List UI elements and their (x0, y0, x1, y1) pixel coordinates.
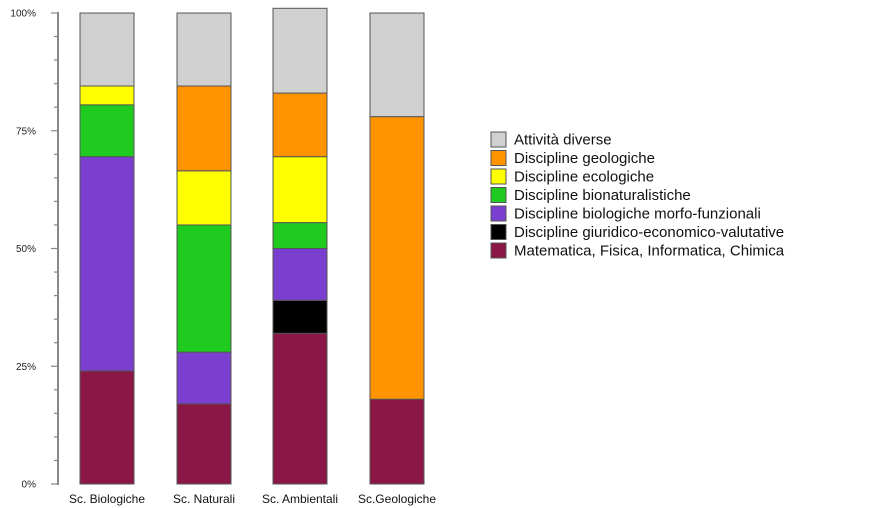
legend-label: Discipline geologiche (514, 150, 655, 167)
legend-label: Discipline bionaturalistiche (514, 187, 691, 204)
y-tick-label: 0% (22, 480, 37, 491)
legend-swatch (490, 242, 507, 259)
bar-stack (79, 12, 135, 485)
legend-item: Discipline geologiche (490, 150, 655, 167)
bar-segment (176, 351, 232, 405)
bar-segment (369, 398, 425, 485)
bar-stack (272, 7, 328, 485)
bar-segment (272, 332, 328, 485)
legend-item: Discipline giuridico-economico-valutativ… (490, 224, 784, 241)
y-tick-label: 50% (16, 244, 36, 255)
bar-segment (272, 156, 328, 224)
legend-label: Matematica, Fisica, Informatica, Chimica (514, 243, 785, 260)
legend-label: Discipline biologiche morfo-funzionali (514, 206, 761, 223)
legend-swatch (490, 187, 507, 203)
legend-item: Matematica, Fisica, Informatica, Chimica (490, 242, 785, 260)
bar-segment (272, 7, 328, 94)
bars (79, 7, 425, 485)
bar-segment (176, 403, 232, 485)
legend-label: Discipline giuridico-economico-valutativ… (514, 224, 784, 241)
legend-item: Attività diverse (490, 131, 612, 149)
legend-item: Discipline bionaturalistiche (490, 187, 691, 204)
bar-segment (272, 92, 328, 158)
bar-segment (79, 12, 135, 87)
category-labels: Sc. Biologiche Sc. Naturali Sc. Ambientali… (69, 492, 436, 506)
legend-swatch (490, 224, 507, 240)
bar-segment (369, 12, 425, 118)
bar-segment (272, 248, 328, 301)
x-category-label: Sc. Naturali (173, 492, 235, 506)
bar-segment (369, 116, 425, 400)
bar-segment (176, 170, 232, 226)
bar-segment (79, 156, 135, 372)
legend-label: Discipline ecologiche (514, 169, 654, 186)
legend-swatch (490, 205, 507, 222)
bar-segment (176, 12, 232, 87)
legend-swatch (490, 150, 507, 166)
legend-item: Discipline ecologiche (490, 168, 654, 186)
legend-label: Attività diverse (514, 132, 612, 149)
legend-swatch (490, 168, 507, 185)
bar-stack (369, 12, 425, 485)
y-tick-label: 75% (16, 126, 36, 137)
bar-segment (79, 104, 135, 158)
bar-segment (176, 85, 232, 172)
legend-swatch (490, 131, 507, 148)
bar-segment (272, 299, 328, 334)
x-category-label: Sc.Geologiche (358, 492, 436, 506)
y-tick-label: 25% (16, 362, 36, 373)
bar-segment (79, 85, 135, 106)
legend-item: Discipline biologiche morfo-funzionali (490, 205, 761, 223)
x-category-label: Sc. Biologiche (69, 492, 145, 506)
bar-stack (176, 12, 232, 485)
bar-segment (272, 222, 328, 250)
x-category-label: Sc. Ambientali (262, 492, 338, 506)
bar-segment (176, 224, 232, 353)
bar-segment (79, 370, 135, 485)
y-tick-label: 100% (10, 9, 36, 20)
y-axis: 0% 25% 50% 75% 100% (10, 9, 59, 491)
